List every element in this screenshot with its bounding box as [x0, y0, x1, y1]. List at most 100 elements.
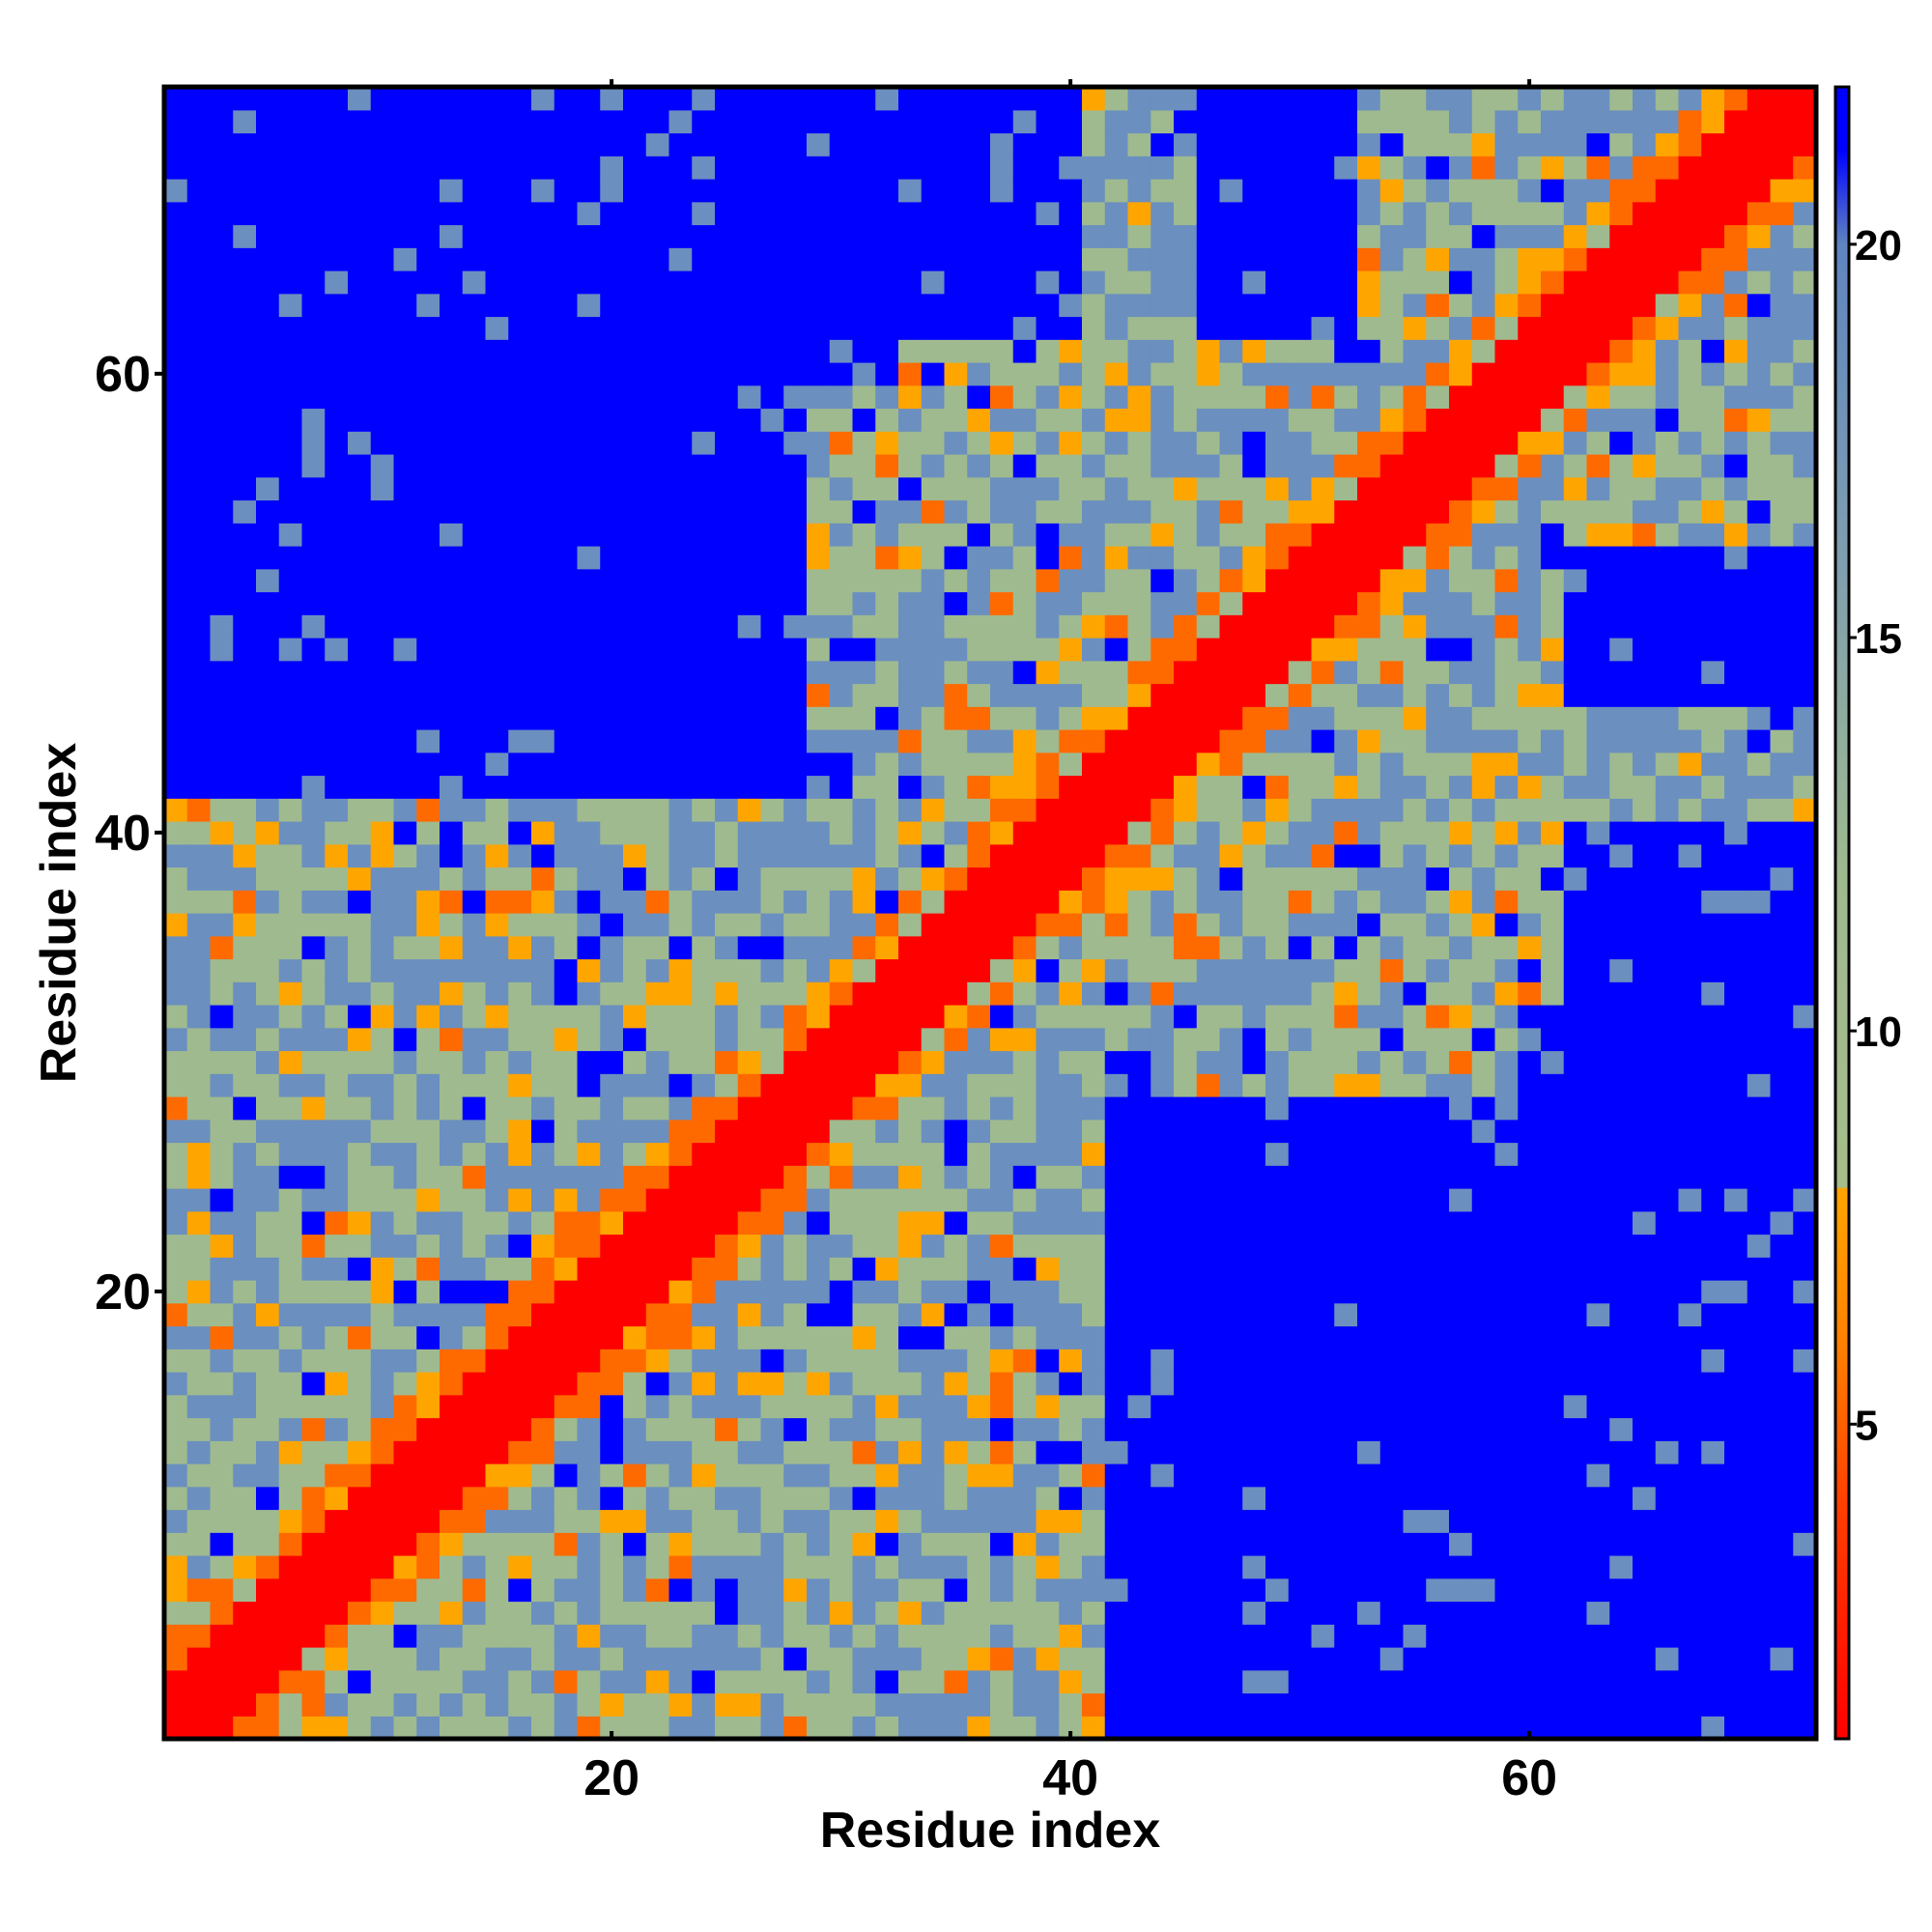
heatmap-cell	[692, 1509, 716, 1533]
heatmap-cell	[600, 1257, 624, 1281]
heatmap-cell	[668, 1555, 693, 1579]
heatmap-cell	[1082, 1280, 1106, 1304]
heatmap-cell	[715, 293, 739, 318]
heatmap-cell	[370, 109, 395, 134]
heatmap-cell	[256, 1394, 280, 1419]
heatmap-cell	[1541, 568, 1565, 593]
heatmap-cell	[301, 958, 326, 982]
heatmap-cell	[1563, 1142, 1588, 1166]
heatmap-cell	[645, 1601, 670, 1625]
heatmap-cell	[990, 1716, 1014, 1740]
heatmap-cell	[1494, 1532, 1519, 1556]
heatmap-cell	[967, 293, 991, 318]
heatmap-cell	[623, 1716, 647, 1740]
heatmap-cell	[1082, 499, 1106, 524]
heatmap-cell	[1586, 568, 1610, 593]
heatmap-cell	[1471, 1280, 1496, 1304]
heatmap-cell	[1151, 1027, 1175, 1052]
heatmap-cell	[1724, 1372, 1748, 1396]
heatmap-cell	[898, 546, 923, 570]
heatmap-cell	[623, 1577, 647, 1603]
heatmap-cell	[645, 1577, 670, 1603]
heatmap-cell	[1036, 1210, 1060, 1236]
heatmap-cell	[875, 1165, 899, 1189]
heatmap-cell	[623, 384, 647, 410]
heatmap-cell	[440, 981, 464, 1006]
heatmap-cell	[1379, 1577, 1405, 1603]
heatmap-cell	[1288, 339, 1313, 363]
heatmap-cell	[1288, 201, 1313, 226]
heatmap-cell	[898, 683, 923, 707]
heatmap-cell	[623, 1165, 647, 1189]
heatmap-cell	[1655, 1463, 1680, 1488]
heatmap-cell	[1449, 156, 1473, 180]
heatmap-cell	[1403, 247, 1427, 271]
heatmap-cell	[301, 1280, 326, 1304]
heatmap-cell	[715, 683, 739, 707]
heatmap-cell	[829, 546, 854, 570]
heatmap-cell	[783, 1050, 808, 1074]
heatmap-cell	[600, 362, 624, 386]
heatmap-cell	[692, 384, 716, 410]
heatmap-cell	[440, 316, 464, 340]
heatmap-cell	[1563, 1349, 1588, 1373]
heatmap-cell	[990, 614, 1014, 639]
heatmap-cell	[645, 224, 670, 248]
heatmap-cell	[1747, 1486, 1772, 1511]
heatmap-cell	[164, 362, 188, 386]
heatmap-cell	[1196, 1555, 1221, 1579]
heatmap-cell	[577, 1669, 601, 1694]
heatmap-cell	[1379, 1188, 1405, 1212]
heatmap-cell	[1586, 270, 1610, 295]
heatmap-cell	[898, 1463, 923, 1488]
heatmap-cell	[737, 1073, 762, 1097]
heatmap-cell	[1174, 1027, 1198, 1052]
heatmap-cell	[186, 1509, 212, 1533]
heatmap-cell	[577, 293, 601, 318]
heatmap-cell	[852, 890, 876, 914]
heatmap-cell	[600, 1050, 624, 1074]
heatmap-cell	[1655, 1692, 1680, 1717]
heatmap-cell	[852, 431, 876, 455]
heatmap-cell	[1174, 1096, 1198, 1121]
heatmap-cell	[164, 1486, 188, 1511]
heatmap-cell	[462, 867, 487, 891]
heatmap-cell	[967, 1372, 991, 1396]
heatmap-cell	[1127, 591, 1151, 615]
heatmap-cell	[1357, 408, 1381, 432]
heatmap-cell	[1196, 179, 1221, 203]
heatmap-cell	[1655, 1050, 1680, 1074]
heatmap-cell	[1104, 247, 1129, 271]
heatmap-cell	[301, 1669, 326, 1694]
heatmap-cell	[1701, 798, 1725, 822]
heatmap-cell	[1311, 201, 1335, 226]
heatmap-cell	[898, 1509, 923, 1533]
heatmap-cell	[990, 384, 1014, 410]
heatmap-cell	[829, 843, 854, 868]
heatmap-cell	[1104, 1394, 1129, 1419]
heatmap-cell	[1678, 132, 1702, 156]
heatmap-cell	[531, 1577, 555, 1603]
heatmap-cell	[1104, 1257, 1129, 1281]
heatmap-cell	[1655, 1119, 1680, 1144]
heatmap-cell	[1104, 109, 1129, 134]
heatmap-cell	[1541, 867, 1565, 891]
heatmap-cell	[1082, 1601, 1106, 1625]
heatmap-cell	[737, 614, 762, 639]
heatmap-cell	[1403, 638, 1427, 662]
heatmap-cell	[1127, 1349, 1151, 1373]
heatmap-cell	[944, 1119, 968, 1144]
heatmap-cell	[485, 1349, 509, 1373]
heatmap-cell	[967, 499, 991, 524]
heatmap-cell	[1633, 1165, 1657, 1189]
heatmap-cell	[577, 1119, 601, 1144]
heatmap-cell	[967, 1417, 991, 1441]
heatmap-cell	[1541, 1096, 1565, 1121]
heatmap-cell	[852, 293, 876, 318]
heatmap-cell	[1059, 935, 1083, 960]
heatmap-cell	[1242, 591, 1266, 615]
heatmap-cell	[1219, 798, 1243, 822]
heatmap-cell	[668, 1577, 693, 1603]
heatmap-cell	[186, 1210, 212, 1236]
heatmap-cell	[1311, 87, 1335, 111]
